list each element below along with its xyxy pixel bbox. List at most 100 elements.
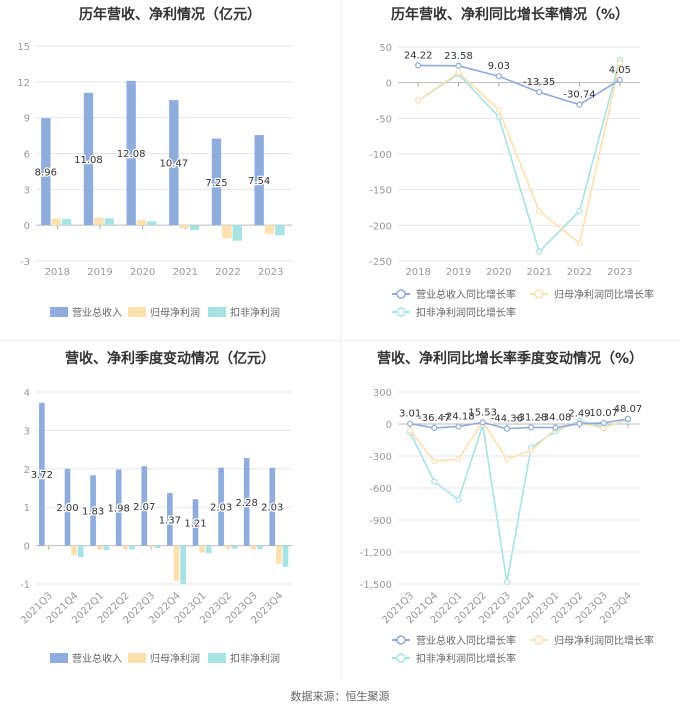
data-label: -44.36 — [491, 414, 523, 425]
legend-swatch — [128, 307, 146, 317]
legend-label: 扣非净利润 — [230, 306, 280, 319]
y-tick-label: -900 — [369, 516, 392, 527]
data-point — [495, 73, 502, 80]
y-tick-label: 12 — [17, 78, 30, 89]
data-label: 48.07 — [614, 404, 643, 415]
bar — [231, 545, 238, 549]
chart-title: 营收、净利季度变动情况（亿元） — [65, 351, 275, 367]
bar — [269, 467, 276, 546]
legend-swatch — [50, 653, 68, 663]
data-label: 2.03 — [210, 503, 232, 514]
y-tick-label: -1,200 — [360, 548, 392, 559]
bar — [192, 499, 199, 546]
bar — [179, 225, 189, 229]
y-tick-label: -50 — [376, 114, 392, 125]
legend-label: 归母净利润同比增长率 — [554, 288, 654, 301]
data-label: 7.25 — [205, 178, 227, 189]
y-tick-label: -1 — [20, 580, 30, 591]
y-tick-label: 6 — [24, 150, 30, 161]
data-label: 2.00 — [56, 503, 78, 514]
bar — [71, 545, 77, 556]
y-tick-label: 15 — [17, 42, 30, 53]
bar — [103, 545, 110, 551]
legend-marker — [396, 289, 406, 299]
y-tick-label: 2 — [24, 465, 30, 476]
series-line — [417, 59, 621, 254]
legend-swatch — [208, 653, 226, 663]
legend-marker — [396, 635, 406, 645]
panel-annual-line: 历年营收、净利同比增长率情况（%） -250 -200 -150 -100 -50 0 50… — [340, 0, 680, 340]
series-line — [409, 417, 629, 463]
y-tick-label: -150 — [369, 186, 392, 197]
data-point — [406, 420, 414, 427]
data-label: 10.47 — [159, 159, 188, 170]
data-point — [431, 458, 438, 465]
data-label: 1.21 — [184, 518, 206, 529]
y-tick-label: 0 — [386, 420, 392, 431]
legend-marker — [396, 653, 406, 663]
x-tick-label: 2022 — [567, 267, 592, 278]
y-tick-label: 0 — [24, 542, 30, 553]
data-label: -34.08 — [539, 413, 571, 424]
y-tick-label: 1 — [24, 503, 30, 514]
data-label: 2.28 — [236, 498, 258, 509]
y-tick-label: 3 — [24, 185, 30, 196]
bar — [180, 545, 186, 584]
legend-label: 营业总收入 — [72, 306, 122, 319]
data-point — [552, 424, 559, 431]
data-point — [503, 425, 510, 432]
bar — [276, 545, 282, 565]
bar — [83, 92, 94, 226]
series-line — [418, 64, 621, 106]
data-label: 2.49 — [568, 409, 590, 420]
bar — [104, 218, 114, 226]
legend-label: 扣非净利润同比增长率 — [416, 306, 516, 319]
bar — [90, 475, 96, 546]
bar — [61, 218, 72, 226]
data-point — [624, 415, 631, 422]
x-tick-label: 2019 — [446, 267, 471, 278]
data-label: 12.08 — [117, 149, 146, 160]
y-tick-label: -250 — [369, 257, 392, 268]
bar — [94, 217, 104, 226]
x-tick-label: 2023 — [607, 267, 632, 278]
data-label: 2.03 — [261, 503, 283, 514]
data-label: 7.54 — [248, 176, 270, 187]
data-label: 23.58 — [444, 51, 473, 62]
data-point — [576, 420, 583, 427]
data-label: -36.47 — [418, 413, 450, 424]
bar — [264, 225, 275, 234]
legend-label: 扣非净利润同比增长率 — [416, 652, 516, 665]
bar — [147, 221, 157, 226]
panel-quarter-bar: 营收、净利季度变动情况（亿元） -1 0 1 2 3 4 2021Q3 2021Q4 2022Q… — [0, 344, 340, 680]
y-tick-label: 50 — [379, 43, 392, 54]
data-label: 15.53 — [468, 407, 497, 418]
bar — [51, 218, 61, 226]
data-point — [415, 97, 422, 104]
bar — [254, 135, 264, 226]
annual-bar-chart: -3 0 3 6 9 12 15 2018 2019 2020 2021 2022 2023 8.96 11… — [17, 42, 292, 319]
chart-title: 历年营收、净利情况（亿元） — [79, 7, 261, 23]
data-source-note: 数据来源：恒生聚源 — [290, 690, 390, 703]
y-tick-label: 3 — [24, 426, 30, 437]
data-point — [576, 207, 583, 215]
series-line — [409, 418, 629, 583]
x-tick-label: 2021 — [526, 267, 551, 278]
data-label: 3.72 — [31, 470, 53, 481]
data-point — [455, 69, 462, 76]
x-tick-label: 2018 — [405, 267, 430, 278]
data-point — [600, 425, 607, 432]
bar — [189, 225, 200, 231]
bar — [136, 220, 147, 226]
legend-swatch — [208, 307, 226, 317]
x-tick-label: 2023 — [258, 267, 283, 278]
data-label: 2.07 — [133, 502, 155, 513]
bar — [148, 545, 154, 548]
legend-marker — [534, 289, 544, 299]
bar — [257, 545, 263, 550]
bar — [167, 492, 173, 546]
data-label: 3.01 — [399, 409, 421, 420]
chart-title: 营收、净利同比增长率季度变动情况（%） — [376, 351, 644, 367]
data-point — [536, 248, 543, 255]
data-point — [479, 419, 486, 426]
